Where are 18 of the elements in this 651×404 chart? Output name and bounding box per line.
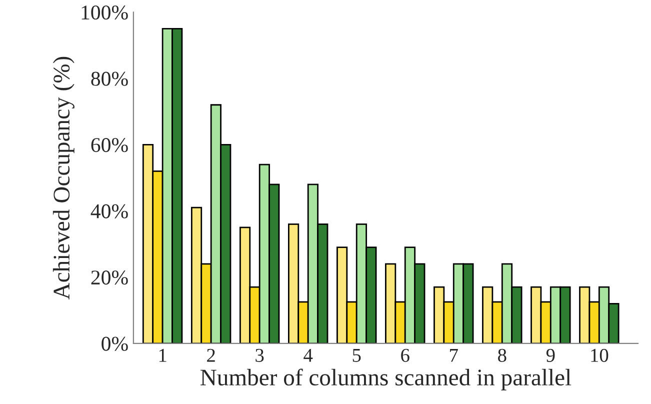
- x-tick-label: 2: [207, 348, 215, 362]
- x-tick-label: 1: [159, 348, 166, 362]
- x-tick-label: 5: [352, 349, 361, 362]
- x-tick-label: 10: [591, 348, 608, 362]
- x-tick-label: 9: [546, 348, 555, 362]
- x-tick-label: 4: [304, 348, 313, 362]
- y-tick-label: 100%: [82, 5, 128, 20]
- x-tick-label: 7: [450, 349, 458, 362]
- y-tick-label: 20%: [91, 270, 128, 285]
- x-axis-title: Number of columns scanned in parallel: [200, 368, 572, 390]
- y-tick-label: 60%: [91, 138, 128, 152]
- x-tick-label: 8: [498, 348, 506, 362]
- x-tick-label: 6: [401, 348, 410, 362]
- y-tick-label: 0%: [102, 336, 128, 351]
- y-axis-title: Achieved Occupancy (%): [52, 56, 74, 300]
- x-tick-label: 3: [256, 348, 264, 362]
- y-tick-label: 80%: [91, 72, 128, 86]
- y-tick-label: 40%: [90, 204, 128, 218]
